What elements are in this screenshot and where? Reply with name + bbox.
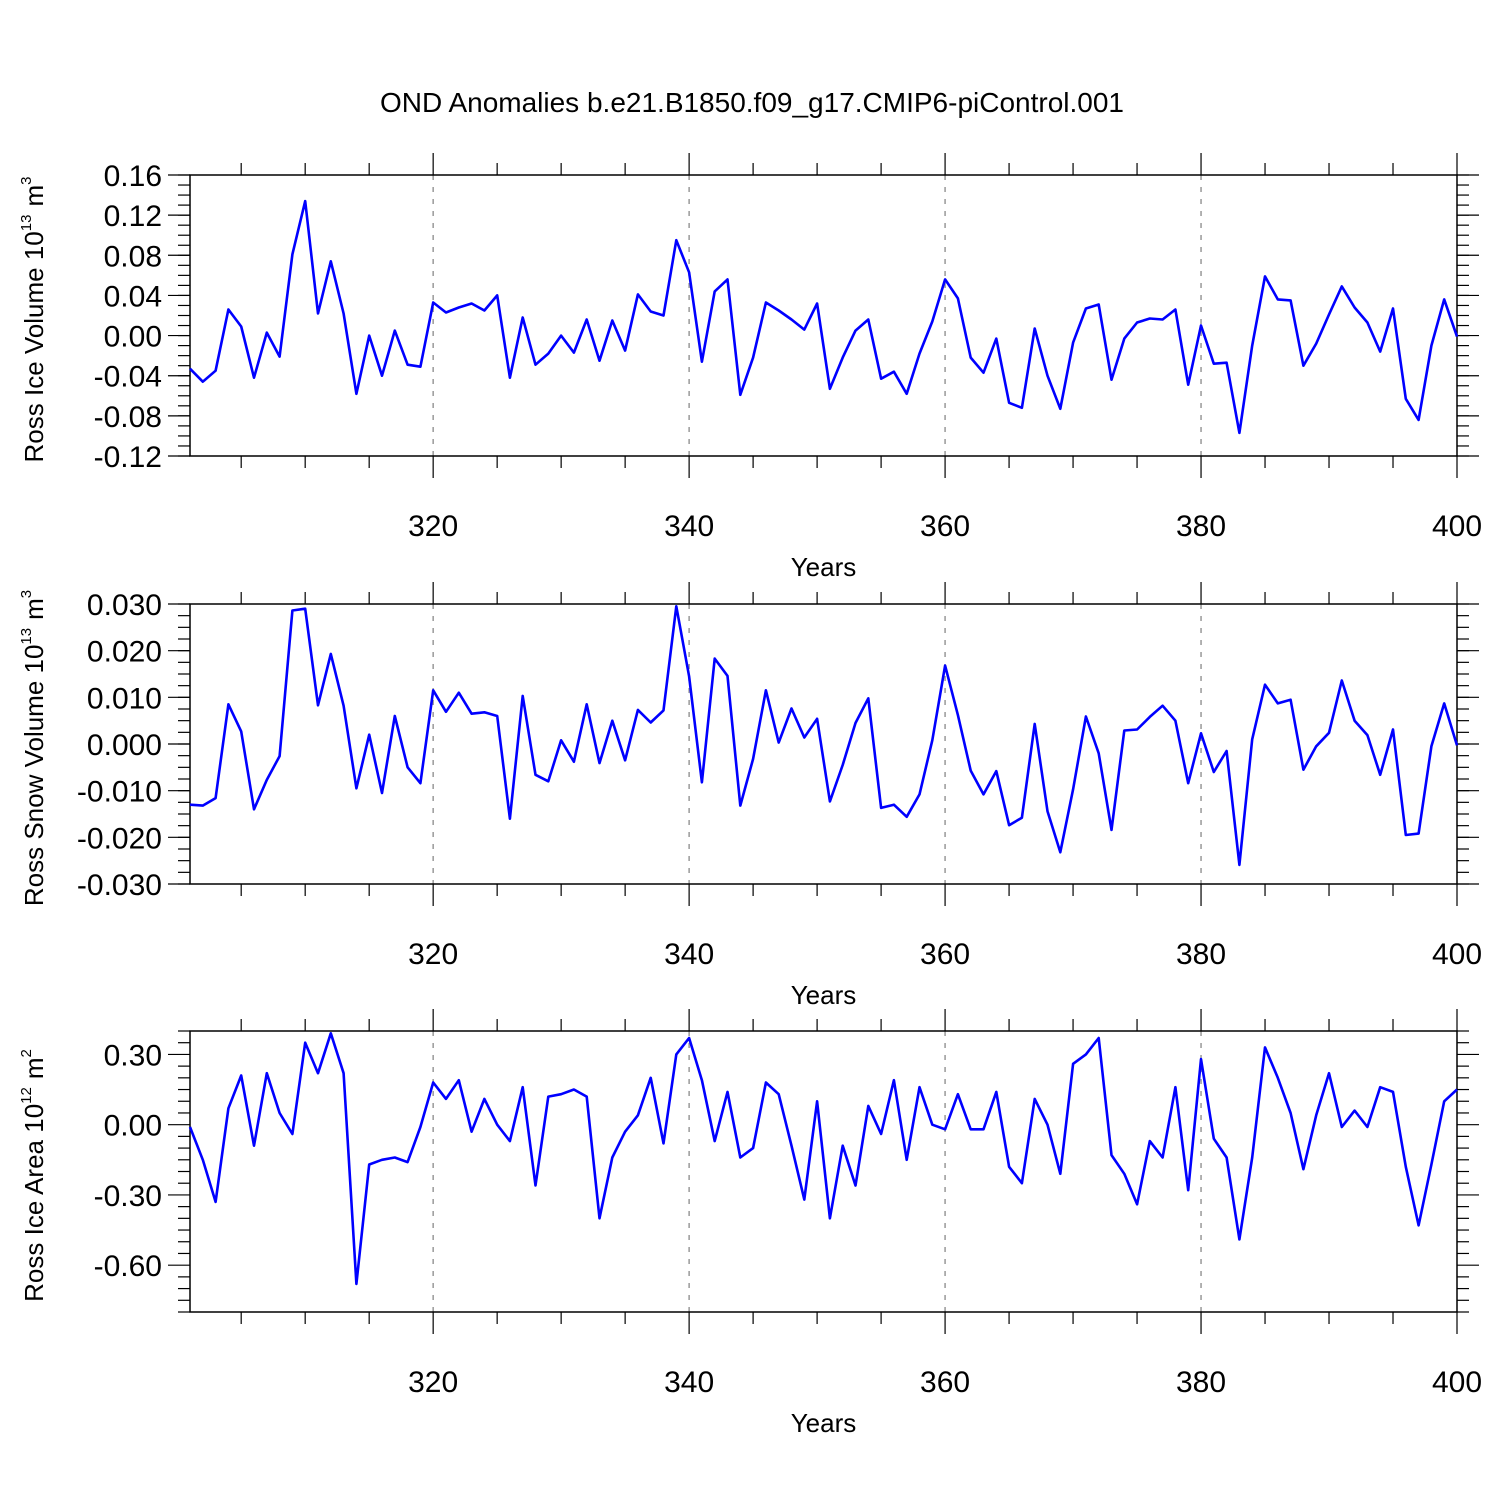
y-axis-label-text: Ross Ice Area 10 [19, 1104, 49, 1302]
y-tick-label: -0.04 [94, 361, 162, 394]
y-tick-label: 0.00 [104, 321, 162, 354]
x-tick-label: 380 [1176, 1366, 1226, 1399]
x-tick-label: 320 [408, 938, 458, 971]
x-axis-label: Years [791, 552, 857, 582]
y-tick-label: -0.30 [94, 1180, 162, 1213]
y-axis-label-unit-exponent: 3 [18, 590, 35, 598]
x-tick-label: 400 [1432, 938, 1482, 971]
x-tick-label: 360 [920, 938, 970, 971]
x-tick-label: 340 [664, 1366, 714, 1399]
x-axis-label: Years [791, 980, 857, 1010]
y-tick-label: 0.000 [87, 729, 162, 762]
y-axis-label: Ross Ice Volume 1013 m3 [18, 177, 49, 463]
y-axis-label-exponent: 12 [18, 1087, 35, 1104]
y-tick-label: -0.60 [94, 1250, 162, 1283]
x-tick-label: 400 [1432, 510, 1482, 543]
x-tick-label: 360 [920, 1366, 970, 1399]
y-axis-label: Ross Snow Volume 1013 m3 [18, 590, 49, 906]
y-tick-label: 0.030 [87, 589, 162, 622]
plot-frame [189, 603, 1458, 885]
y-tick-label: 0.12 [104, 200, 162, 233]
plot-frame [189, 174, 1458, 457]
y-tick-label: 0.010 [87, 682, 162, 715]
y-tick-label: 0.16 [104, 160, 162, 193]
panel-2: -0.030 -0.020 -0.010 0.000 0.010 0.020 0.030 32… [18, 582, 1482, 1010]
figure-title: OND Anomalies b.e21.B1850.f09_g17.CMIP6-… [380, 87, 1124, 118]
y-tick-label: -0.12 [94, 441, 162, 474]
y-tick-label: 0.04 [104, 280, 162, 313]
x-tick-label: 380 [1176, 510, 1226, 543]
y-tick-label: 0.30 [104, 1039, 162, 1072]
x-tick-label: 320 [408, 510, 458, 543]
series-line-ross-ice-area [188, 1032, 1458, 1286]
y-axis-label-exponent: 13 [18, 215, 35, 232]
y-tick-label: 0.08 [104, 240, 162, 273]
x-tick-label: 400 [1432, 1366, 1482, 1399]
y-axis-label-text: Ross Snow Volume 10 [19, 645, 49, 907]
y-axis-label-unit-exponent: 2 [18, 1049, 35, 1057]
y-tick-label: 0.00 [104, 1110, 162, 1143]
y-axis-label-unit: m [19, 598, 49, 620]
x-tick-label: 320 [408, 1366, 458, 1399]
y-axis-label-text: Ross Ice Volume 10 [19, 231, 49, 462]
y-tick-label: -0.010 [77, 776, 162, 809]
y-axis-label-unit-exponent: 3 [18, 177, 35, 185]
y-axis-label: Ross Ice Area 1012 m2 [18, 1049, 49, 1302]
panel-3: -0.60 -0.30 0.00 0.30 320 340 360 380 400 Years Ro… [18, 1009, 1482, 1438]
y-axis-label-unit: m [19, 1057, 49, 1079]
x-tick-label: 360 [920, 510, 970, 543]
series-line-ross-snow-volume [189, 604, 1459, 867]
x-tick-label: 340 [664, 510, 714, 543]
y-tick-label: -0.020 [77, 822, 162, 855]
x-tick-label: 340 [664, 938, 714, 971]
series-line-ross-ice-volume [189, 199, 1459, 435]
y-tick-label: -0.030 [77, 869, 162, 902]
y-axis-label-exponent: 13 [18, 628, 35, 645]
x-axis-label: Years [791, 1408, 857, 1438]
x-tick-label: 380 [1176, 938, 1226, 971]
y-tick-label: -0.08 [94, 401, 162, 434]
y-tick-label: 0.020 [87, 636, 162, 669]
y-axis-label-unit: m [19, 185, 49, 207]
